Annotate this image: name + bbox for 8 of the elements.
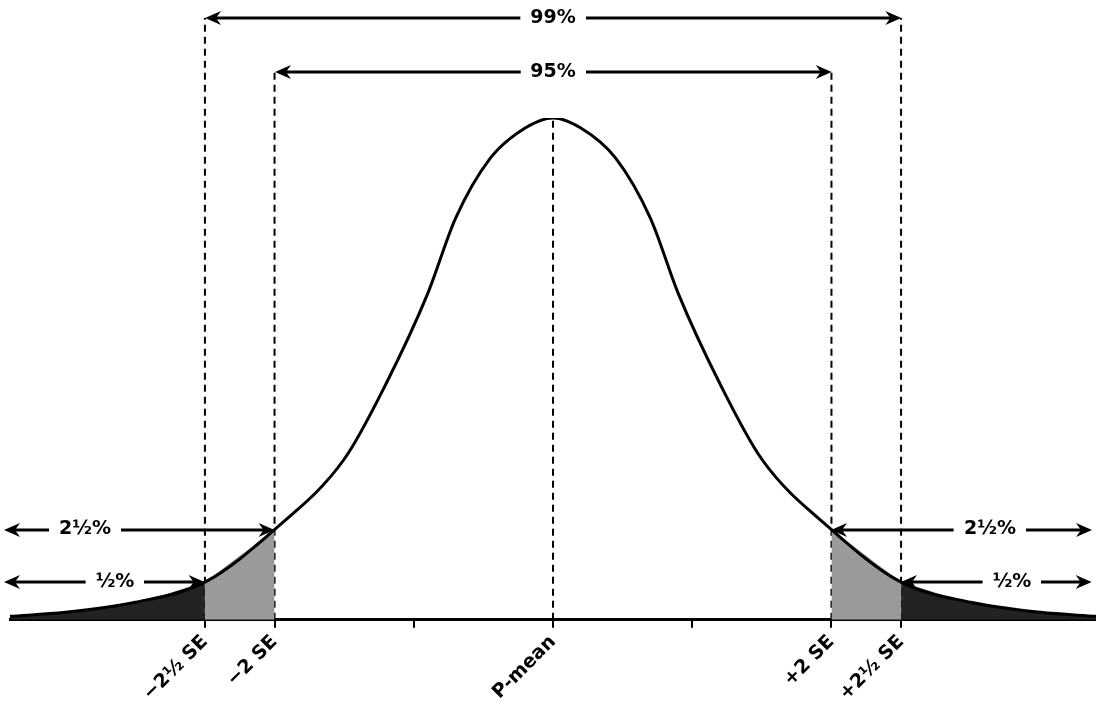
- annotation: 2½%: [59, 516, 111, 539]
- annotation: 2½%: [964, 516, 1016, 539]
- x-tick-label: −2 SE: [221, 629, 281, 690]
- annotation: ½%: [992, 569, 1032, 592]
- annotation: ½%: [95, 569, 135, 592]
- text: 95%: [530, 58, 576, 81]
- x-tick-label: +2 SE: [778, 629, 838, 690]
- text: 99%: [530, 4, 576, 27]
